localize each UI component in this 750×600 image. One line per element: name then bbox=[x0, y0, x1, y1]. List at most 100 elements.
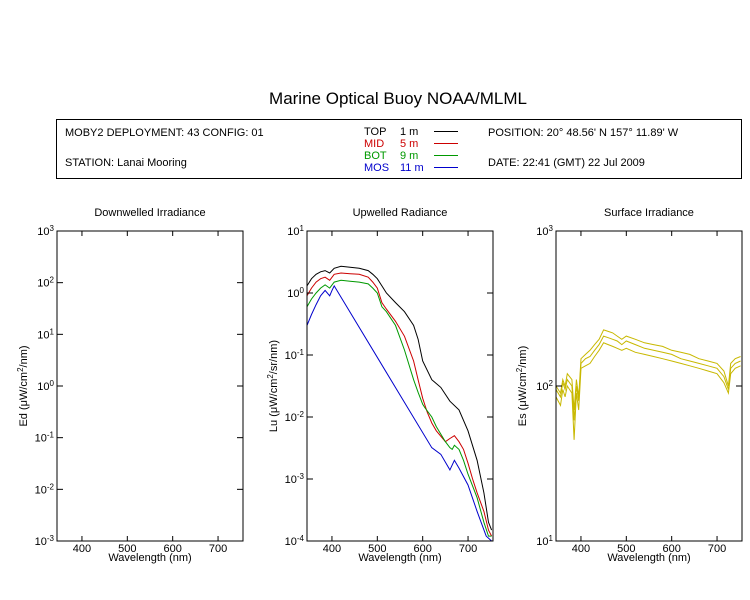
chart-title: Surface Irradiance bbox=[604, 207, 694, 219]
y-tick-base: 10 bbox=[287, 288, 299, 300]
legend-entry-mos: MOS 11 m bbox=[364, 162, 464, 174]
deployment-text: MOBY2 DEPLOYMENT: 43 CONFIG: 01 bbox=[65, 127, 264, 139]
y-label-sup: 2 bbox=[266, 374, 275, 379]
y-tick-label: 102 bbox=[37, 275, 54, 290]
plot-frame bbox=[306, 230, 494, 542]
y-tick-base: 10 bbox=[536, 226, 548, 238]
y-tick-exp: 1 bbox=[50, 327, 55, 336]
date-text: DATE: 22:41 (GMT) 22 Jul 2009 bbox=[488, 157, 645, 169]
y-tick-base: 10 bbox=[37, 226, 49, 238]
x-tick-label: 400 bbox=[572, 543, 590, 555]
x-tick-label: 700 bbox=[209, 543, 227, 555]
y-label-suffix: /sr/nm) bbox=[268, 340, 280, 374]
legend-depth: 11 m bbox=[400, 162, 424, 174]
series-line-es-2 bbox=[556, 335, 741, 421]
legend-swatch bbox=[434, 155, 458, 156]
y-tick-base: 10 bbox=[536, 536, 548, 548]
y-tick-label: 101 bbox=[287, 224, 304, 239]
y-axis-label: Lu (μW/cm2/sr/nm) bbox=[266, 340, 281, 432]
y-tick-exp: 1 bbox=[549, 534, 554, 543]
y-tick-exp: -1 bbox=[297, 348, 305, 357]
x-axis-label: Wavelength (nm) bbox=[358, 552, 441, 564]
y-label-prefix: Es ( bbox=[517, 406, 529, 426]
y-tick-label: 10-2 bbox=[285, 410, 305, 425]
legend-entry-mid: MID 5 m bbox=[364, 138, 464, 150]
plot-frame bbox=[555, 230, 743, 542]
y-tick-base: 10 bbox=[285, 474, 297, 486]
y-label-sup: 2 bbox=[515, 367, 524, 372]
y-tick-exp: -3 bbox=[47, 534, 55, 543]
y-axis-label: Ed (μW/cm2/nm) bbox=[16, 345, 31, 426]
series-line-top bbox=[307, 265, 493, 531]
legend-depth: 1 m bbox=[400, 126, 419, 138]
series-line-mid bbox=[307, 272, 493, 537]
main-title: Marine Optical Buoy NOAA/MLML bbox=[269, 89, 527, 108]
y-tick-label: 10-3 bbox=[285, 472, 305, 487]
x-tick-label: 400 bbox=[73, 543, 91, 555]
y-tick-label: 102 bbox=[536, 379, 553, 394]
legend-label: BOT bbox=[364, 150, 387, 162]
x-tick-label: 700 bbox=[459, 543, 477, 555]
legend-label: TOP bbox=[364, 126, 387, 138]
legend-label: MID bbox=[364, 138, 385, 150]
series-line-es-3 bbox=[556, 342, 741, 440]
x-tick-label: 500 bbox=[617, 543, 635, 555]
series-line-es-1 bbox=[556, 329, 741, 411]
y-label-prefix: Ed ( bbox=[18, 406, 30, 427]
y-tick-exp: 1 bbox=[300, 224, 305, 233]
y-tick-base: 10 bbox=[285, 350, 297, 362]
legend-swatch bbox=[434, 131, 458, 132]
legend-depth: 9 m bbox=[400, 150, 419, 162]
legend-swatch bbox=[434, 143, 458, 144]
x-axis-label: Wavelength (nm) bbox=[607, 552, 690, 564]
y-tick-label: 10-3 bbox=[35, 534, 55, 549]
y-tick-exp: -1 bbox=[47, 430, 55, 439]
y-label-mu: μ bbox=[517, 400, 529, 406]
x-axis-label: Wavelength (nm) bbox=[108, 552, 191, 564]
position-text: POSITION: 20° 48.56' N 157° 11.89' W bbox=[488, 127, 679, 139]
chart-2: Upwelled Radiance Wavelength (nm) Lu (μW/c… bbox=[266, 207, 494, 564]
y-tick-label: 101 bbox=[536, 534, 553, 549]
y-tick-base: 10 bbox=[35, 536, 47, 548]
legend-entry-bot: BOT 9 m bbox=[364, 150, 464, 162]
y-axis-label: Es (μW/cm2/nm) bbox=[515, 346, 530, 426]
y-tick-exp: -2 bbox=[297, 410, 305, 419]
y-label-unit: W/cm bbox=[517, 372, 529, 400]
y-tick-exp: 0 bbox=[50, 379, 55, 388]
chart-title: Downwelled Irradiance bbox=[94, 207, 205, 219]
y-tick-base: 10 bbox=[287, 226, 299, 238]
legend-label: MOS bbox=[364, 162, 390, 174]
y-tick-base: 10 bbox=[37, 381, 49, 393]
y-tick-exp: -3 bbox=[297, 472, 305, 481]
x-tick-label: 600 bbox=[164, 543, 182, 555]
chart-3: Surface Irradiance Wavelength (nm) Es (μW/… bbox=[515, 207, 743, 564]
y-tick-label: 10-1 bbox=[285, 348, 305, 363]
y-tick-label: 103 bbox=[536, 224, 553, 239]
y-tick-exp: 3 bbox=[549, 224, 554, 233]
x-tick-label: 500 bbox=[118, 543, 136, 555]
y-tick-label: 100 bbox=[287, 286, 304, 301]
x-tick-label: 500 bbox=[368, 543, 386, 555]
y-label-sup: 2 bbox=[16, 367, 25, 372]
y-tick-exp: 0 bbox=[300, 286, 305, 295]
y-label-unit: W/cm bbox=[268, 379, 280, 407]
y-tick-base: 10 bbox=[35, 484, 47, 496]
series-line-mos bbox=[307, 284, 492, 541]
chart-title: Upwelled Radiance bbox=[353, 207, 448, 219]
y-tick-base: 10 bbox=[35, 433, 47, 445]
y-label-suffix: /nm) bbox=[18, 345, 30, 367]
y-tick-label: 103 bbox=[37, 224, 54, 239]
y-tick-label: 10-2 bbox=[35, 482, 55, 497]
y-tick-exp: 2 bbox=[549, 379, 554, 388]
legend-depth: 5 m bbox=[400, 138, 419, 150]
chart-1: Downwelled Irradiance Wavelength (nm) Ed (… bbox=[16, 207, 244, 564]
y-label-mu: μ bbox=[18, 400, 30, 406]
y-tick-base: 10 bbox=[285, 412, 297, 424]
y-tick-base: 10 bbox=[37, 329, 49, 341]
y-label-mu: μ bbox=[268, 407, 280, 413]
station-text: STATION: Lanai Mooring bbox=[65, 157, 187, 169]
y-tick-exp: 3 bbox=[50, 224, 55, 233]
y-tick-label: 10-4 bbox=[285, 534, 305, 549]
y-tick-label: 10-1 bbox=[35, 430, 55, 445]
